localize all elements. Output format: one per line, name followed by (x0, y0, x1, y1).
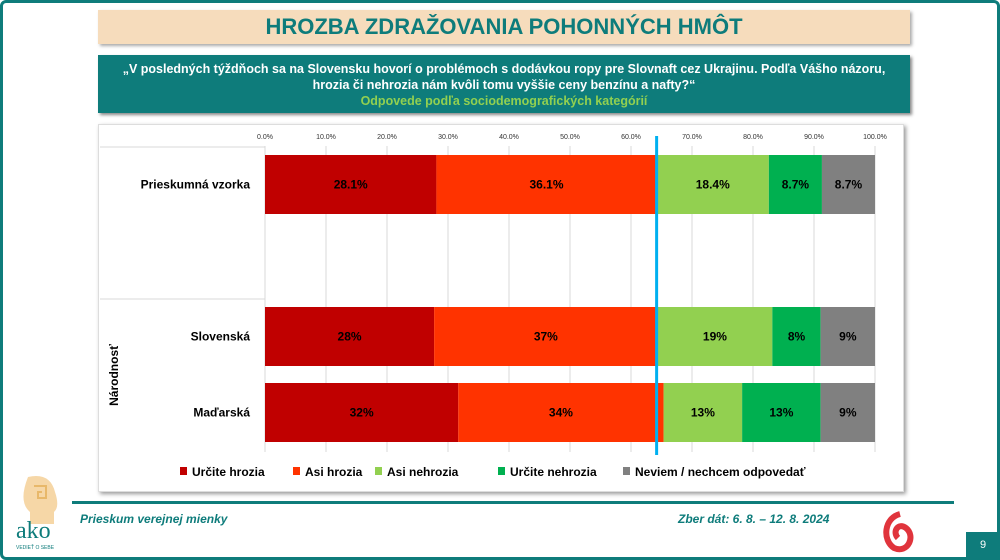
x-tick-label: 70.0% (682, 134, 702, 141)
legend-swatch (498, 467, 505, 475)
question-box: „V posledných týždňoch sa na Slovensku h… (98, 55, 910, 113)
question-subtitle: Odpovede podľa sociodemografických kateg… (360, 94, 648, 108)
data-label: 18.4% (696, 178, 730, 192)
data-label: 19% (703, 330, 727, 344)
logo-text: ako (16, 518, 51, 544)
page-number: 9 (966, 532, 1000, 560)
data-label: 13% (691, 406, 715, 420)
legend-swatch (375, 467, 382, 475)
x-tick-label: 20.0% (377, 134, 397, 141)
logo-tagline: VEDIEŤ O SEBE (16, 543, 55, 551)
x-tick-label: 60.0% (621, 134, 641, 141)
data-label: 9% (839, 406, 857, 420)
category-label: Maďarská (193, 406, 250, 420)
data-label: 36.1% (529, 178, 563, 192)
data-label: 34% (549, 406, 573, 420)
x-tick-label: 100.0% (863, 134, 887, 141)
question-line-2: hrozia či nehrozia nám kvôli tomu vyššie… (312, 78, 696, 92)
legend-item: Určite nehrozia (510, 465, 597, 479)
x-tick-label: 0.0% (257, 134, 273, 141)
x-tick-label: 30.0% (438, 134, 458, 141)
bar-segment (768, 155, 822, 214)
bar-segment (772, 307, 821, 366)
data-label: 8.7% (782, 178, 810, 192)
page-title: HROZBA ZDRAŽOVANIA POHONNÝCH HMÔT (98, 10, 910, 44)
data-label: 28.1% (334, 178, 368, 192)
bar-segment (820, 307, 875, 366)
bar-segment (821, 155, 875, 214)
data-label: 13% (769, 406, 793, 420)
x-tick-label: 90.0% (804, 134, 824, 141)
x-tick-label: 50.0% (560, 134, 580, 141)
legend-swatch (180, 467, 187, 475)
bar-segment (656, 155, 769, 214)
data-label: 8.7% (835, 178, 863, 192)
bar-segment (434, 307, 658, 366)
data-label: 28% (338, 330, 362, 344)
x-tick-label: 40.0% (499, 134, 519, 141)
bar-segment (742, 383, 821, 442)
category-label: Slovenská (191, 330, 251, 344)
footer-survey-label: Prieskum verejnej mienky (80, 512, 228, 526)
question-line-1: „V posledných týždňoch sa na Slovensku h… (122, 62, 886, 76)
bar-segment (436, 155, 657, 214)
bar-segment (458, 383, 664, 442)
footer-divider (72, 501, 954, 504)
legend-item: Určite hrozia (192, 465, 265, 479)
spiral-logo (883, 511, 914, 553)
bar-segment (265, 155, 437, 214)
legend-item: Neviem / nechcem odpovedať (635, 465, 806, 479)
bar-segment (265, 307, 435, 366)
bar-segment (265, 383, 459, 442)
x-tick-label: 10.0% (316, 134, 336, 141)
data-label: 32% (350, 406, 374, 420)
legend-item: Asi nehrozia (387, 465, 459, 479)
footer-date: Zber dát: 6. 8. – 12. 8. 2024 (678, 512, 830, 526)
x-tick-label: 80.0% (743, 134, 763, 141)
bar-segment (657, 307, 773, 366)
category-label: Prieskumná vzorka (141, 178, 251, 192)
data-label: 9% (839, 330, 857, 344)
legend-item: Asi hrozia (305, 465, 363, 479)
legend-swatch (623, 467, 630, 475)
group-label: Národnosť (107, 344, 121, 406)
data-label: 8% (788, 330, 806, 344)
legend-swatch (293, 467, 300, 475)
data-label: 37% (534, 330, 558, 344)
bar-segment (820, 383, 875, 442)
ako-logo: ako VEDIEŤ O SEBE (16, 476, 58, 551)
bar-segment (663, 383, 743, 442)
